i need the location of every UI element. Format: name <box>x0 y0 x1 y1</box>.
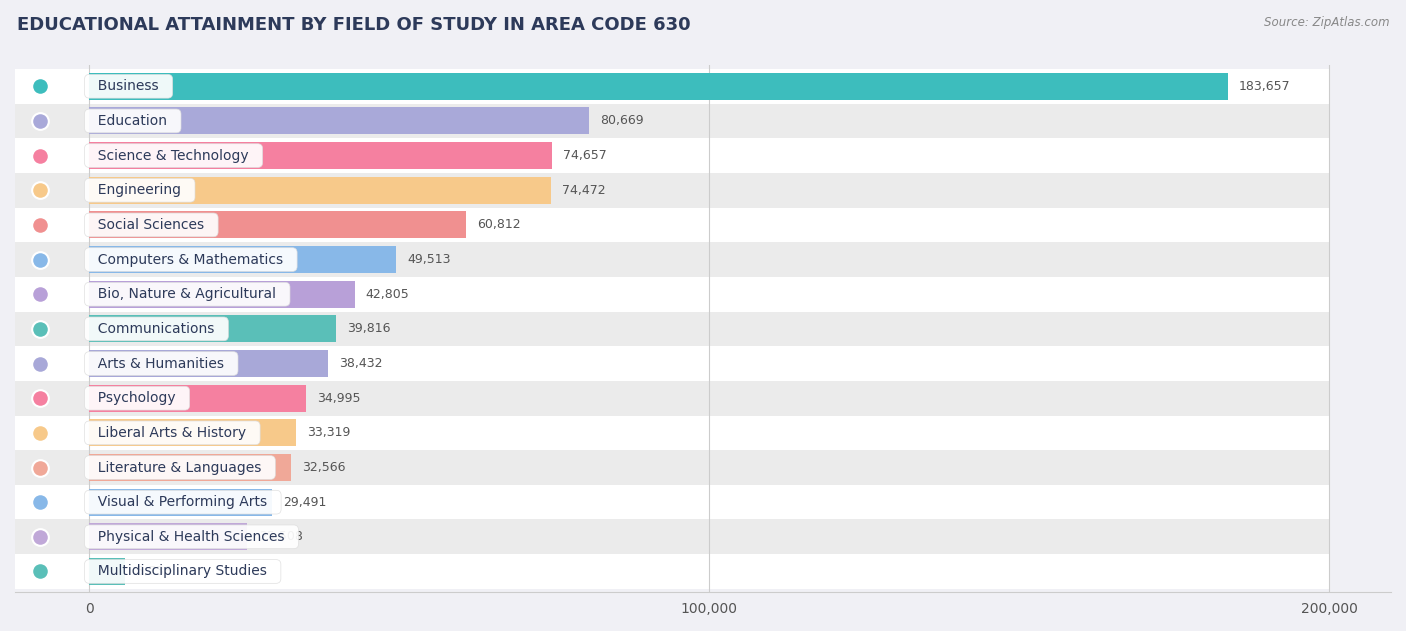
Bar <box>90 281 354 308</box>
Text: Source: ZipAtlas.com: Source: ZipAtlas.com <box>1264 16 1389 29</box>
Bar <box>90 350 328 377</box>
Bar <box>90 316 336 343</box>
Bar <box>90 73 1227 100</box>
FancyBboxPatch shape <box>15 519 1329 554</box>
Text: 74,472: 74,472 <box>562 184 606 197</box>
Text: Liberal Arts & History: Liberal Arts & History <box>90 426 256 440</box>
FancyBboxPatch shape <box>15 277 1329 312</box>
Text: 42,805: 42,805 <box>366 288 409 301</box>
Bar <box>90 177 551 204</box>
Bar <box>90 523 247 550</box>
Bar <box>90 107 589 134</box>
FancyBboxPatch shape <box>15 103 1329 138</box>
Text: 5,736: 5,736 <box>136 565 172 578</box>
Text: Arts & Humanities: Arts & Humanities <box>90 357 233 370</box>
Text: 39,816: 39,816 <box>347 322 391 336</box>
Bar <box>90 420 295 446</box>
Text: 183,657: 183,657 <box>1239 80 1291 93</box>
FancyBboxPatch shape <box>15 69 1329 103</box>
Text: 34,995: 34,995 <box>318 392 361 404</box>
FancyBboxPatch shape <box>15 554 1329 589</box>
Text: Engineering: Engineering <box>90 183 190 198</box>
Text: Communications: Communications <box>90 322 224 336</box>
Text: 38,432: 38,432 <box>339 357 382 370</box>
Text: 32,566: 32,566 <box>302 461 346 474</box>
Bar <box>90 454 291 481</box>
FancyBboxPatch shape <box>15 312 1329 346</box>
Bar <box>90 211 467 239</box>
Text: Business: Business <box>90 80 167 93</box>
FancyBboxPatch shape <box>15 173 1329 208</box>
Bar <box>90 385 307 411</box>
Text: Bio, Nature & Agricultural: Bio, Nature & Agricultural <box>90 287 285 301</box>
Text: Computers & Mathematics: Computers & Mathematics <box>90 252 292 266</box>
FancyBboxPatch shape <box>15 346 1329 381</box>
Text: 29,491: 29,491 <box>284 496 326 509</box>
Text: Psychology: Psychology <box>90 391 184 405</box>
Text: Multidisciplinary Studies: Multidisciplinary Studies <box>90 565 276 579</box>
FancyBboxPatch shape <box>15 450 1329 485</box>
FancyBboxPatch shape <box>15 416 1329 450</box>
Text: Social Sciences: Social Sciences <box>90 218 214 232</box>
Text: Visual & Performing Arts: Visual & Performing Arts <box>90 495 276 509</box>
Bar <box>90 142 553 169</box>
FancyBboxPatch shape <box>15 485 1329 519</box>
FancyBboxPatch shape <box>15 381 1329 416</box>
Text: Literature & Languages: Literature & Languages <box>90 461 270 475</box>
Text: 25,508: 25,508 <box>259 530 302 543</box>
FancyBboxPatch shape <box>15 138 1329 173</box>
Text: 74,657: 74,657 <box>564 149 607 162</box>
Text: 33,319: 33,319 <box>307 427 350 439</box>
Text: 80,669: 80,669 <box>600 114 644 127</box>
Text: 49,513: 49,513 <box>408 253 451 266</box>
Text: EDUCATIONAL ATTAINMENT BY FIELD OF STUDY IN AREA CODE 630: EDUCATIONAL ATTAINMENT BY FIELD OF STUDY… <box>17 16 690 34</box>
Text: Education: Education <box>90 114 176 128</box>
FancyBboxPatch shape <box>15 242 1329 277</box>
Text: Science & Technology: Science & Technology <box>90 148 257 163</box>
Text: 60,812: 60,812 <box>478 218 522 232</box>
Bar <box>90 488 273 516</box>
Bar <box>90 246 396 273</box>
Text: Physical & Health Sciences: Physical & Health Sciences <box>90 530 294 544</box>
FancyBboxPatch shape <box>15 208 1329 242</box>
Bar <box>90 558 125 585</box>
